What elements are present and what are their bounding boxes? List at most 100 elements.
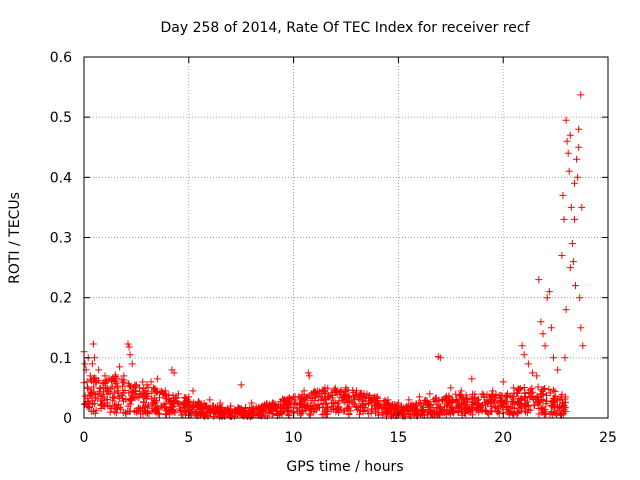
data-point xyxy=(170,398,178,406)
data-point xyxy=(504,403,512,411)
data-point xyxy=(258,402,266,410)
data-point xyxy=(564,149,572,157)
data-point xyxy=(297,399,305,407)
data-point xyxy=(448,399,456,407)
axis-ticks: 0 5 10 15 20 25 0 0.1 0.2 0.3 0.4 0.5 0.6 xyxy=(50,50,617,446)
data-point xyxy=(417,410,425,418)
data-point xyxy=(196,405,204,413)
data-point xyxy=(571,179,578,187)
data-point xyxy=(520,351,528,359)
data-point xyxy=(493,407,501,415)
data-point xyxy=(543,294,551,302)
data-point xyxy=(129,388,137,396)
data-point xyxy=(84,384,92,392)
data-point xyxy=(263,412,271,420)
data-point xyxy=(491,393,499,401)
y-tick-label: 0.2 xyxy=(50,291,72,307)
data-point xyxy=(426,410,434,418)
data-point xyxy=(405,410,413,418)
data-point xyxy=(104,384,112,392)
data-point xyxy=(114,404,121,412)
data-point xyxy=(202,402,210,410)
data-point xyxy=(125,389,133,397)
data-point xyxy=(522,408,529,416)
data-point xyxy=(237,381,245,389)
data-point xyxy=(135,394,143,402)
data-point xyxy=(414,405,422,413)
data-point xyxy=(509,411,517,419)
data-point xyxy=(559,191,567,199)
data-point xyxy=(325,392,333,400)
x-tick-label: 10 xyxy=(285,430,303,446)
data-point xyxy=(81,401,89,408)
data-point xyxy=(314,401,322,408)
data-point xyxy=(431,394,439,402)
data-point xyxy=(108,383,116,391)
data-point xyxy=(91,409,99,417)
data-point xyxy=(347,397,355,405)
data-point xyxy=(305,372,313,380)
data-point xyxy=(148,407,156,415)
data-point xyxy=(510,384,518,392)
data-point xyxy=(328,402,336,410)
data-point xyxy=(469,404,477,411)
data-point xyxy=(280,397,288,405)
data-point xyxy=(120,372,128,380)
data-point xyxy=(126,351,134,359)
data-point xyxy=(241,407,249,415)
data-point xyxy=(538,387,546,395)
data-point xyxy=(510,398,518,406)
data-point xyxy=(500,399,508,407)
data-point xyxy=(206,396,214,404)
data-point xyxy=(533,372,541,380)
data-point xyxy=(520,384,528,391)
data-point xyxy=(305,410,313,418)
data-point xyxy=(155,409,163,417)
data-point xyxy=(94,377,102,385)
data-point xyxy=(186,401,194,409)
data-point xyxy=(314,392,322,400)
data-point xyxy=(102,378,110,386)
data-point xyxy=(147,378,155,386)
data-point xyxy=(554,366,562,374)
data-point xyxy=(538,395,545,403)
data-point xyxy=(238,411,246,419)
data-point xyxy=(364,410,372,418)
data-point xyxy=(534,398,542,406)
data-point xyxy=(84,395,92,402)
data-point xyxy=(560,215,568,223)
data-point xyxy=(91,374,98,382)
data-point xyxy=(216,399,224,407)
data-point xyxy=(332,387,339,395)
data-point xyxy=(327,406,335,414)
data-point xyxy=(112,409,120,417)
data-point xyxy=(526,406,534,414)
data-point xyxy=(248,406,256,414)
data-point xyxy=(353,387,360,395)
data-point xyxy=(492,404,500,412)
data-point xyxy=(436,354,444,362)
data-point xyxy=(114,387,122,395)
data-point xyxy=(128,396,135,404)
data-point xyxy=(505,407,513,415)
data-point xyxy=(385,408,393,416)
data-point xyxy=(296,411,304,419)
data-point xyxy=(558,252,566,259)
data-point xyxy=(569,258,577,266)
data-point xyxy=(308,402,316,409)
data-point xyxy=(575,125,583,133)
data-point xyxy=(112,400,120,408)
data-point xyxy=(470,399,478,407)
data-point xyxy=(573,155,581,163)
data-point xyxy=(105,388,113,396)
data-point xyxy=(567,203,575,211)
data-point xyxy=(478,390,486,398)
data-point xyxy=(93,378,101,386)
data-point xyxy=(227,402,235,410)
data-point xyxy=(269,405,277,413)
data-point xyxy=(563,137,571,145)
data-point xyxy=(334,406,342,414)
data-point xyxy=(349,399,357,407)
data-point xyxy=(284,407,291,415)
data-point xyxy=(116,363,124,371)
